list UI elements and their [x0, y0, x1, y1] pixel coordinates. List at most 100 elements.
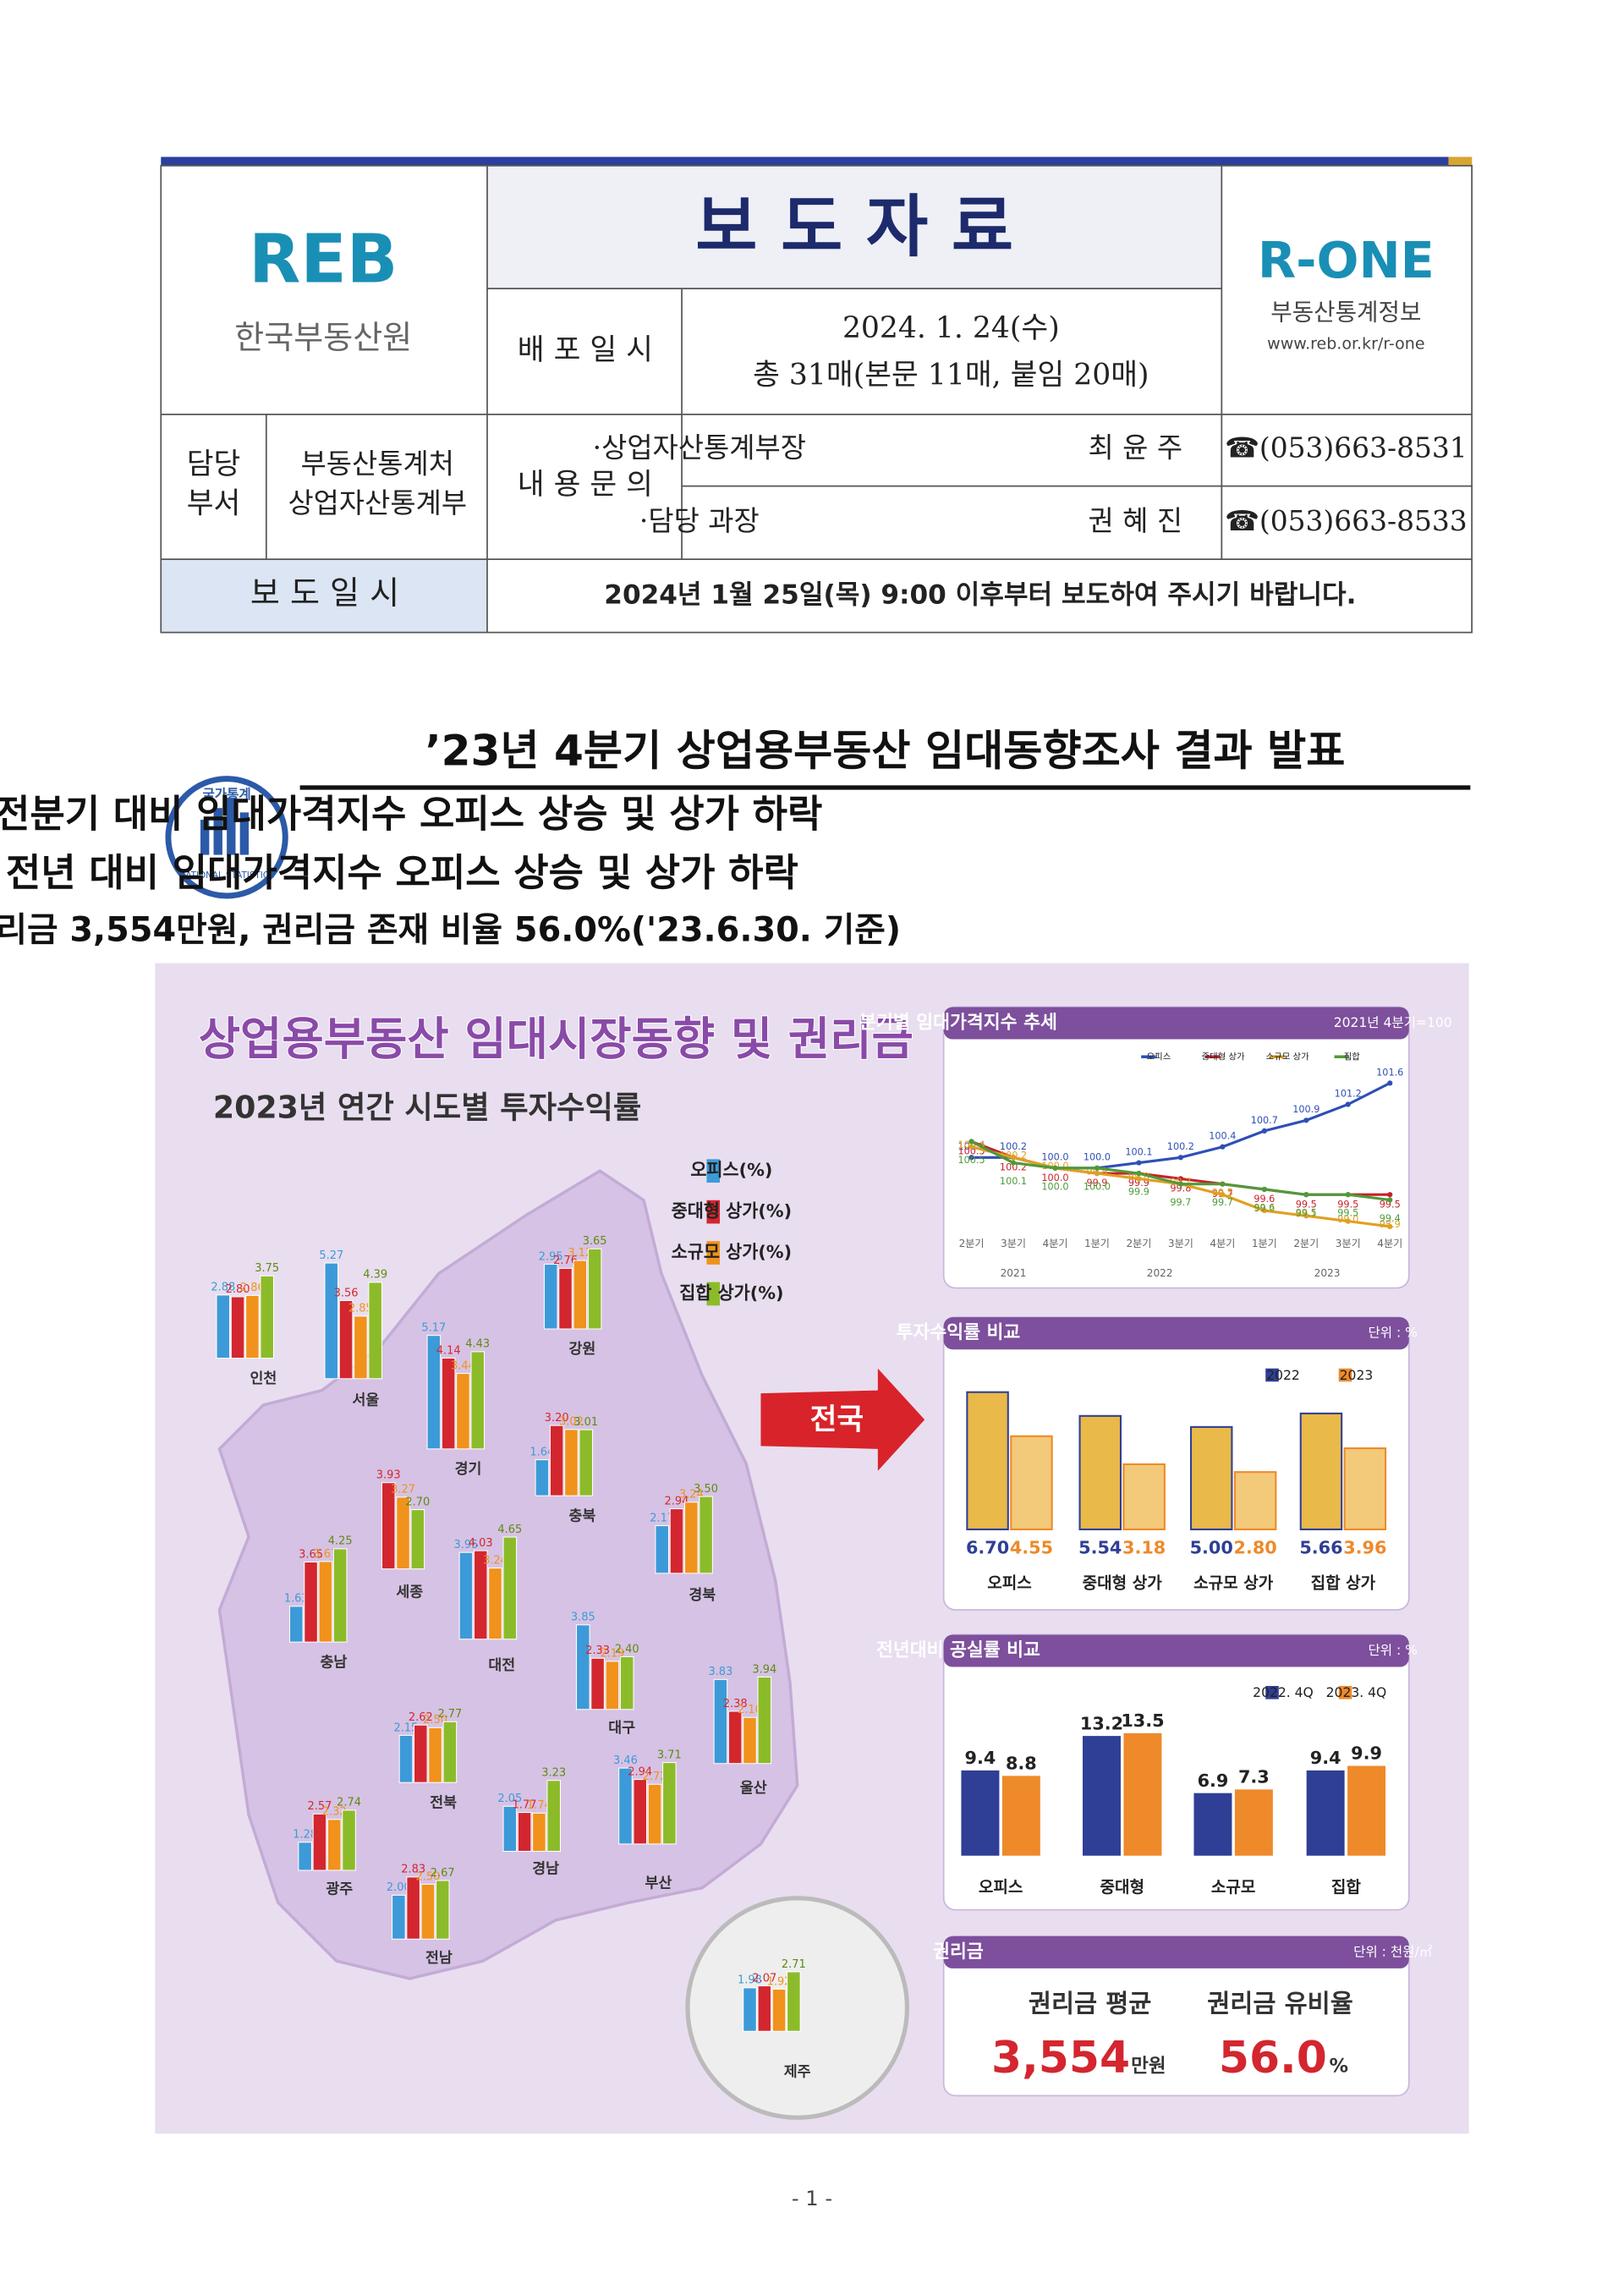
region-bar	[342, 1809, 356, 1871]
region-value-label: 3.24	[679, 1489, 704, 1502]
legend-swatch	[706, 1159, 721, 1183]
index-point	[1136, 1171, 1142, 1177]
legend-label: 집합	[1344, 1051, 1361, 1062]
index-value-label: 99.7	[1212, 1197, 1233, 1208]
index-point	[1303, 1192, 1309, 1198]
index-point	[968, 1144, 974, 1150]
index-value-label: 99.1	[1296, 1209, 1317, 1220]
region-value-label: 1.63	[284, 1593, 309, 1606]
legend-label: 소규모 상가(%)	[672, 1242, 792, 1262]
category-label: 소규모 상가	[1193, 1573, 1274, 1592]
region-value-label: 3.67	[313, 1548, 337, 1561]
region-value-label: 3.94	[752, 1663, 776, 1676]
region-name: 충남	[320, 1654, 347, 1671]
legend-label: 2023. 4Q	[1326, 1685, 1387, 1700]
region-bar	[456, 1373, 470, 1450]
region-value-label: 2.07	[752, 1972, 776, 1985]
region-bar	[260, 1275, 274, 1359]
panel-unit: 단위 : %	[1368, 1326, 1418, 1341]
index-point	[1136, 1160, 1142, 1166]
premium-label: 권리금 유비율	[1207, 1990, 1352, 2018]
region-bar	[426, 1335, 442, 1450]
value-label: 5.54	[1078, 1537, 1122, 1557]
index-value-label: 100.2	[1167, 1141, 1194, 1152]
region-value-label: 2.62	[409, 1711, 433, 1724]
region-bar	[326, 1819, 342, 1871]
region-bar	[420, 1883, 436, 1940]
yield-panel-header	[943, 1317, 1409, 1350]
legend-swatch	[1338, 1686, 1352, 1699]
legend-label: 중대형 상가	[1202, 1051, 1245, 1062]
region-bar	[787, 1971, 801, 2032]
bar	[1193, 1793, 1232, 1856]
region-value-label: 3.12	[568, 1247, 592, 1260]
index-value-label: 99.5	[1380, 1199, 1401, 1210]
index-point	[1345, 1192, 1351, 1198]
region-bar	[381, 1482, 396, 1570]
x-tick-label: 4분기	[1043, 1238, 1068, 1249]
region-value-label: 2.71	[782, 1958, 806, 1971]
bar	[1083, 1736, 1121, 1856]
region-value-label: 1.92	[767, 1975, 792, 1988]
value-label: 4.55	[1010, 1537, 1053, 1557]
region-bar	[413, 1724, 428, 1783]
index-value-label: 100.0	[1041, 1172, 1068, 1183]
x-tick-label: 2분기	[1293, 1238, 1319, 1249]
department-label: 담당	[187, 447, 241, 481]
region-bar	[324, 1262, 339, 1380]
region-bar	[406, 1876, 420, 1940]
legend-label: 오피스	[1147, 1051, 1171, 1062]
index-value-label: 100.1	[1125, 1146, 1152, 1157]
region-value-label: 2.88	[211, 1282, 235, 1294]
region-bar	[683, 1502, 699, 1574]
department-name: 부동산통계처	[301, 447, 454, 480]
index-value-label: 99.7	[1170, 1197, 1191, 1208]
legend-swatch	[1265, 1686, 1279, 1699]
index-value-label: 99.0	[1337, 1214, 1358, 1225]
index-point	[1220, 1144, 1226, 1150]
year-label: 2023	[1314, 1267, 1341, 1279]
category-label: 집합 상가	[1311, 1573, 1376, 1592]
bar	[1001, 1776, 1040, 1856]
value-label: 5.00	[1190, 1537, 1233, 1557]
index-value-label: 99.6	[1254, 1202, 1275, 1213]
index-value-label: 99.9	[1086, 1178, 1107, 1189]
nationwide-label: 전국	[810, 1403, 864, 1436]
region-value-label: 3.02	[559, 1416, 584, 1429]
legend-swatch	[706, 1200, 721, 1224]
index-value-label: 100.7	[1251, 1115, 1278, 1126]
region-value-label: 2.10	[738, 1704, 762, 1716]
region-bar	[564, 1429, 579, 1496]
distribution-date: 2024. 1. 24(수)	[842, 311, 1060, 345]
region-name: 울산	[740, 1780, 767, 1797]
region-name: 충북	[569, 1507, 596, 1524]
x-tick-label: 2분기	[959, 1238, 985, 1249]
legend-label: 오피스(%)	[690, 1160, 772, 1180]
vacancy-panel-header	[943, 1634, 1409, 1667]
bar	[1010, 1435, 1053, 1530]
region-bar	[575, 1624, 590, 1710]
index-point	[1136, 1176, 1142, 1182]
region-value-label: 2.38	[723, 1698, 748, 1710]
index-value-label: 99.5	[1296, 1199, 1317, 1210]
year-label: 2021	[1001, 1267, 1027, 1279]
index-value-label: 100.2	[1000, 1150, 1027, 1161]
legend-swatch	[706, 1241, 721, 1265]
panel-unit: 단위 : 천원/㎡	[1353, 1944, 1433, 1959]
index-point	[1345, 1218, 1351, 1224]
region-value-label: 2.33	[585, 1644, 610, 1657]
region-value-label: 2.67	[431, 1867, 455, 1880]
region-value-label: 1.77	[513, 1798, 537, 1811]
index-value-label: 100.0	[1084, 1152, 1111, 1163]
bullet: ㅇ[연 간] 전년 대비 임대가격지수 오피스 상승 및 상가 하락	[0, 850, 798, 895]
index-value-label: 100.5	[957, 1155, 985, 1166]
index-value-label: 101.2	[1335, 1088, 1362, 1099]
year-label: 2022	[1147, 1267, 1173, 1279]
infographic-title: 상업용부동산 임대시장동향 및 권리금	[199, 1013, 914, 1066]
infographic-subtitle: 2023년 연간 시도별 투자수익률	[213, 1090, 641, 1126]
panel-title: 투자수익률 비교	[897, 1322, 1021, 1343]
index-point	[1010, 1155, 1017, 1161]
bar	[1233, 1471, 1277, 1530]
index-value-label: 99.5	[1296, 1208, 1317, 1219]
index-point	[1387, 1192, 1393, 1198]
